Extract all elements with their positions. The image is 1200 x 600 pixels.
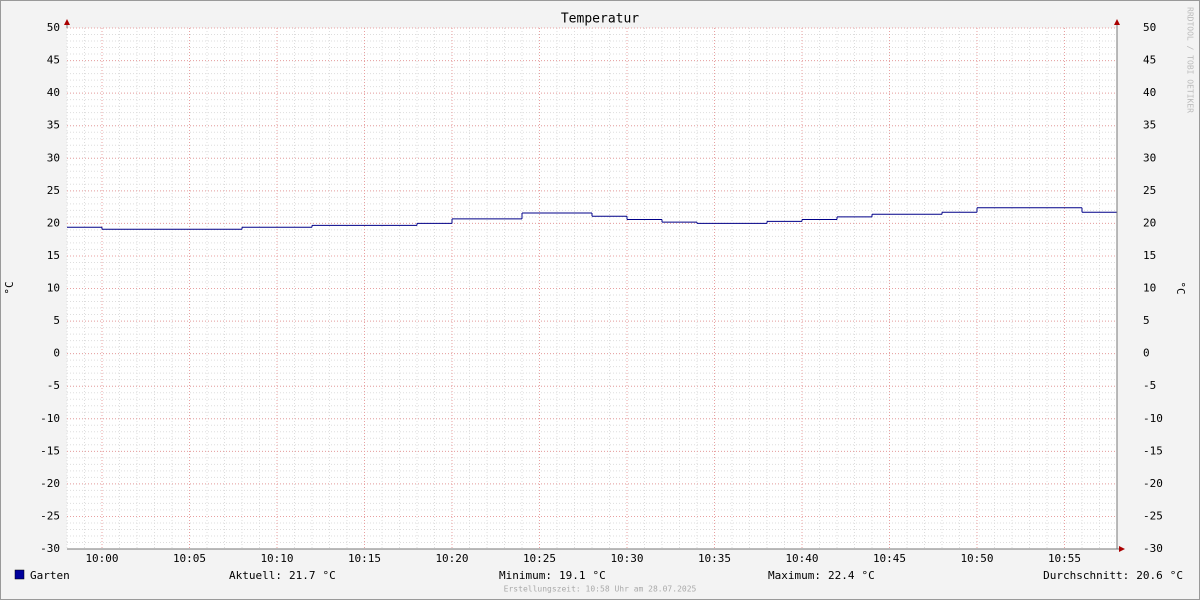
y2-tick-label: 25	[1143, 184, 1156, 197]
y-tick-label: -10	[40, 412, 60, 425]
y2-tick-label: 0	[1143, 347, 1150, 360]
axis-arrow	[64, 19, 70, 25]
y-tick-label: 40	[47, 86, 60, 99]
y-tick-label: -5	[47, 379, 60, 392]
x-tick-label: 10:25	[523, 552, 556, 565]
y-tick-label: -20	[40, 477, 60, 490]
y-tick-label: 25	[47, 184, 60, 197]
stat-label: Aktuell:	[229, 569, 282, 582]
y2-tick-label: -10	[1143, 412, 1163, 425]
stat-value: 19.1	[559, 569, 586, 582]
x-tick-label: 10:10	[260, 552, 293, 565]
y-tick-label: 30	[47, 151, 60, 164]
stat-unit: °C	[1170, 569, 1183, 582]
watermark: RRDTOOL / TOBI OETIKER	[1186, 7, 1195, 113]
y-axis-label: °C	[3, 281, 16, 294]
x-tick-label: 10:45	[873, 552, 906, 565]
x-tick-label: 10:35	[698, 552, 731, 565]
y2-tick-label: 30	[1143, 151, 1156, 164]
legend-swatch	[14, 569, 25, 580]
y-tick-label: 5	[53, 314, 60, 327]
y2-tick-label: 10	[1143, 282, 1156, 295]
y2-tick-label: -15	[1143, 444, 1163, 457]
y-tick-label: 0	[53, 347, 60, 360]
y2-tick-label: -20	[1143, 477, 1163, 490]
stat-label: Minimum:	[499, 569, 552, 582]
y2-tick-label: 40	[1143, 86, 1156, 99]
x-tick-label: 10:20	[435, 552, 468, 565]
x-tick-label: 10:30	[610, 552, 643, 565]
stat: Durchschnitt: 20.6 °C	[1043, 569, 1183, 582]
x-tick-label: 10:00	[85, 552, 118, 565]
marks	[67, 207, 1117, 230]
x-tick-label: 10:50	[960, 552, 993, 565]
grid	[66, 27, 1118, 550]
legend-label: Garten	[30, 569, 70, 582]
chart-title: Temperatur	[561, 12, 639, 27]
y-tick-label: -15	[40, 444, 60, 457]
footer: Erstellungszeit: 10:58 Uhr am 28.07.2025	[504, 585, 697, 594]
x-tick-label: 10:05	[173, 552, 206, 565]
y2-tick-label: 50	[1143, 21, 1156, 34]
stat-label: Maximum:	[768, 569, 821, 582]
y2-tick-label: 20	[1143, 216, 1156, 229]
stat-unit: °C	[592, 569, 605, 582]
y-tick-label: 10	[47, 282, 60, 295]
y2-axis-label: °C	[1174, 281, 1187, 294]
stat-value: 22.4	[828, 569, 855, 582]
axis-arrow	[1119, 546, 1125, 552]
y2-tick-label: -25	[1143, 509, 1163, 522]
stat: Minimum: 19.1 °C	[499, 569, 606, 582]
stats: Aktuell: 21.7 °C Minimum: 19.1 °C Maximum: 22.4…	[229, 569, 1183, 582]
y2-tick-label: 15	[1143, 249, 1156, 262]
stat-unit: °C	[861, 569, 874, 582]
y-tick-label: 45	[47, 54, 60, 67]
x-tick-label: 10:55	[1048, 552, 1081, 565]
x-tick-label: 10:40	[785, 552, 818, 565]
y-tick-label: 50	[47, 21, 60, 34]
y2-tick-label: 5	[1143, 314, 1150, 327]
y-tick-label: -30	[40, 542, 60, 555]
y-tick-label: 35	[47, 119, 60, 132]
x-tick-label: 10:15	[348, 552, 381, 565]
y-tick-label: -25	[40, 509, 60, 522]
stat-value: 20.6	[1136, 569, 1163, 582]
y2-tick-label: -5	[1143, 379, 1156, 392]
stat-unit: °C	[322, 569, 335, 582]
y2-tick-label: 35	[1143, 119, 1156, 132]
stat: Aktuell: 21.7 °C	[229, 569, 336, 582]
stat-value: 21.7	[289, 569, 316, 582]
y-tick-label: 20	[47, 216, 60, 229]
y-tick-label: 15	[47, 249, 60, 262]
y2-tick-label: -30	[1143, 542, 1163, 555]
stat-label: Durchschnitt:	[1043, 569, 1129, 582]
axis-arrow	[1114, 19, 1120, 25]
y2-tick-label: 45	[1143, 54, 1156, 67]
stat: Maximum: 22.4 °C	[768, 569, 875, 582]
